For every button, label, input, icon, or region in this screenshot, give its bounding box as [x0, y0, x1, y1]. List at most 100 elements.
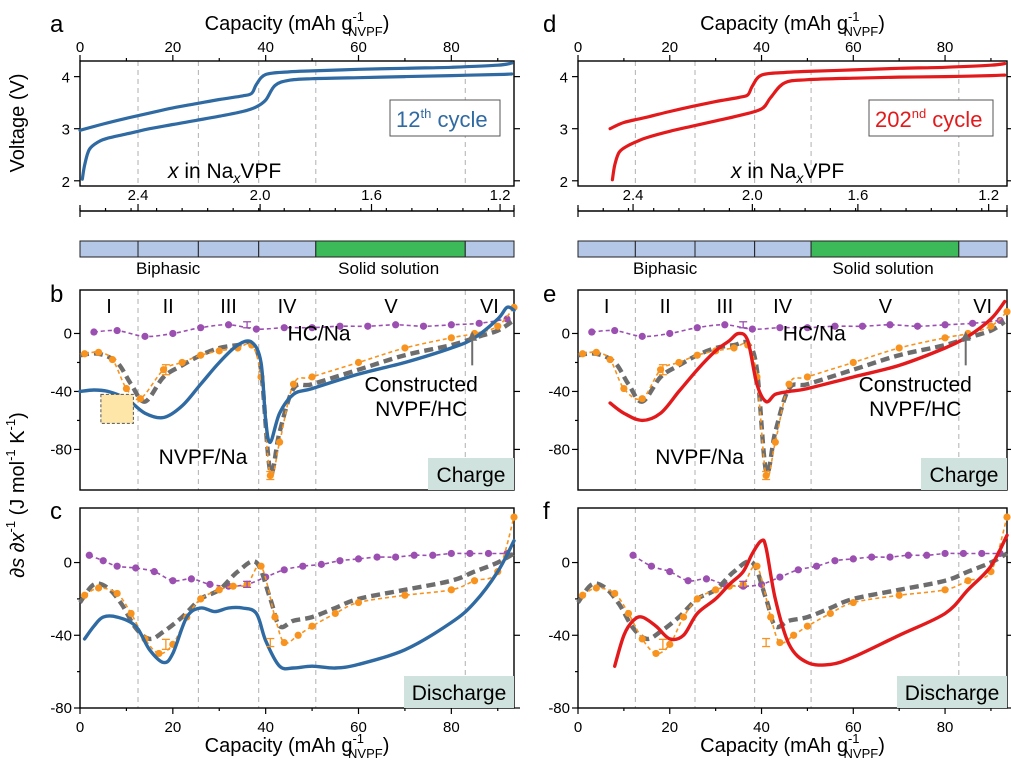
nvpf-na-marker [257, 562, 265, 570]
capacity-title-close: ) [383, 735, 390, 757]
hc-na-marker [941, 549, 949, 558]
x-tick-label: 20 [164, 719, 181, 736]
nvpf-na-marker [895, 344, 903, 352]
nvpf-na-marker [693, 351, 701, 359]
region-segment [137, 240, 199, 258]
highlight-area [100, 393, 134, 424]
hc-na-marker [812, 562, 821, 570]
x-variable: x [167, 160, 180, 183]
region-segment [79, 240, 139, 258]
hc-na-marker [684, 577, 692, 585]
legend-box [389, 99, 501, 137]
panel-letter: b [50, 281, 63, 308]
hc-na-marker [466, 549, 474, 558]
capacity-title-sup: -1 [848, 731, 860, 746]
hc-na-marker [647, 562, 656, 570]
nvpf-na-marker [1003, 513, 1011, 521]
capacity-title-sub: NVPF [348, 24, 383, 39]
x-tick-label: 40 [257, 719, 274, 736]
capacity-top-title: Capacity (mAh g-1 NVPF) [205, 9, 390, 39]
capacity-top-title: Capacity (mAh g-1 NVPF) [700, 9, 885, 39]
nvpf-na-marker [679, 613, 688, 621]
nvpf-na-marker [215, 586, 223, 594]
nvpf-na-marker [271, 613, 279, 621]
hc-na-marker [904, 551, 912, 559]
panel-letter: a [50, 11, 64, 38]
top-tick-label: 0 [76, 39, 84, 56]
nvpf-na-marker [620, 384, 628, 393]
voltage-curve-discharge [610, 73, 1007, 182]
capacity-title-text: Capacity (mAh g [205, 735, 353, 757]
hc-na-marker [336, 557, 344, 565]
nvpf-na-marker [197, 351, 205, 359]
y-tick-label: -80 [548, 441, 570, 458]
nvpf-na-marker [771, 438, 779, 446]
nvpf-na-marker [447, 586, 455, 594]
ds-close: ) [7, 412, 29, 419]
secondary-axis-title: x in NaxVPF [167, 160, 281, 186]
region-numeral: III [716, 296, 733, 318]
nvpf-na-marker [197, 595, 205, 603]
x-subscript: x [232, 170, 241, 186]
region-numeral: VI [480, 296, 499, 318]
hc-na-marker [197, 324, 205, 332]
nvpf-na-marker [94, 584, 103, 592]
hc-na-marker [923, 551, 931, 559]
nvpf-na-marker [578, 350, 587, 358]
hc-na-marker [638, 332, 646, 340]
nvpf-na-marker [308, 622, 316, 630]
capacity-title-text: Capacity (mAh g [700, 735, 848, 757]
panel-letter: c [50, 498, 62, 525]
top-tick-label: 0 [574, 39, 582, 56]
hc-na-marker [99, 557, 107, 565]
nvpfna-label: NVPF/Na [655, 446, 744, 469]
hc-na-marker [410, 551, 418, 559]
nvpf-na-marker [592, 348, 600, 356]
y-tick-label: -80 [50, 441, 72, 458]
nvpf-na-marker [510, 513, 518, 521]
nvpf-na-marker [675, 358, 683, 367]
nvpf-na-marker [592, 584, 600, 592]
hc-na-marker [475, 319, 483, 327]
nvpf-na-marker [294, 631, 302, 639]
hc-na-marker [803, 324, 812, 332]
hc-na-marker [693, 324, 701, 332]
hc-na-curve [591, 319, 1001, 338]
hc-na-marker [354, 555, 363, 563]
nvpf-na-marker [638, 395, 646, 403]
nvpf-na-marker [776, 638, 784, 647]
hc-na-marker [503, 315, 511, 323]
hc-na-marker [447, 549, 455, 558]
biphasic-label: Biphasic [633, 259, 698, 278]
legend-box [868, 99, 994, 137]
y-tick-label: 0 [64, 325, 72, 342]
hc-na-marker [748, 325, 756, 333]
biphasic-label: Biphasic [136, 259, 201, 278]
capacity-title-sub: NVPF [844, 746, 879, 761]
hc-na-marker [941, 321, 949, 329]
hc-na-marker [299, 562, 307, 570]
y-tick-label: 2 [560, 174, 568, 191]
hc-na-curve [632, 552, 1001, 588]
nvpf-na-marker [308, 373, 316, 381]
cycle-curve [613, 533, 1009, 668]
y-tick-label: -80 [548, 700, 570, 717]
hc-na-marker [959, 549, 968, 558]
secondary-tick-label: 1.2 [978, 187, 999, 204]
secondary-tick-label: 1.2 [490, 187, 511, 204]
region-bar: Biphasic Solid solution [79, 240, 515, 278]
ds-symbol: ∂s ∂x [7, 531, 29, 577]
hc-na-marker [280, 566, 288, 574]
legend-text: 12th cycle [396, 106, 488, 132]
mode-badge [428, 458, 514, 490]
nvpf-na-marker [178, 358, 186, 367]
nvpf-na-marker [113, 589, 121, 598]
region-segment [464, 240, 515, 258]
region-segment [197, 240, 260, 258]
nvpf-na-curve [582, 311, 1008, 479]
region-segment [958, 240, 1008, 258]
mode-label: Discharge [905, 682, 1000, 705]
plot-frame [79, 507, 515, 709]
